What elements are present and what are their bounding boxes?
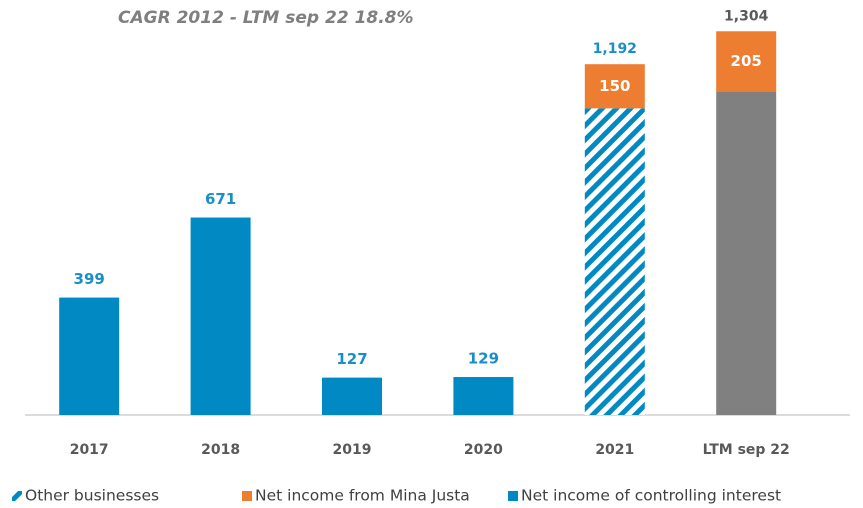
x-tick-label: 2019 (333, 442, 372, 458)
legend-label: Net income of controlling interest (521, 487, 781, 505)
segment-label: 150 (599, 77, 630, 95)
legend-swatch (12, 491, 22, 501)
chart-title: CAGR 2012 - LTM sep 22 18.8% (118, 8, 414, 28)
x-tick-label: LTM sep 22 (703, 442, 790, 458)
legend-label: Other businesses (25, 487, 159, 505)
bar-segment (716, 31, 777, 92)
bar-segment (584, 108, 645, 416)
value-label: 127 (336, 350, 367, 368)
x-tick-label: 2017 (70, 442, 109, 458)
bar-segment (59, 297, 120, 415)
bar-segment (716, 91, 777, 415)
total-label: 1,192 (593, 41, 637, 57)
bar-segment (584, 64, 645, 109)
bar-segment (190, 217, 251, 415)
value-label: 129 (468, 350, 499, 368)
bar-segment (322, 377, 382, 415)
bar-segment (453, 377, 514, 415)
legend-swatch (508, 491, 518, 501)
segment-label: 205 (731, 52, 762, 70)
value-label: 399 (74, 270, 105, 288)
x-tick-label: 2018 (201, 442, 240, 458)
value-label: 671 (205, 190, 236, 208)
total-label: 1,304 (724, 8, 769, 24)
legend-label: Net income from Mina Justa (255, 487, 470, 505)
legend-swatch (242, 491, 252, 501)
x-tick-label: 2020 (464, 442, 503, 458)
x-tick-label: 2021 (595, 442, 634, 458)
